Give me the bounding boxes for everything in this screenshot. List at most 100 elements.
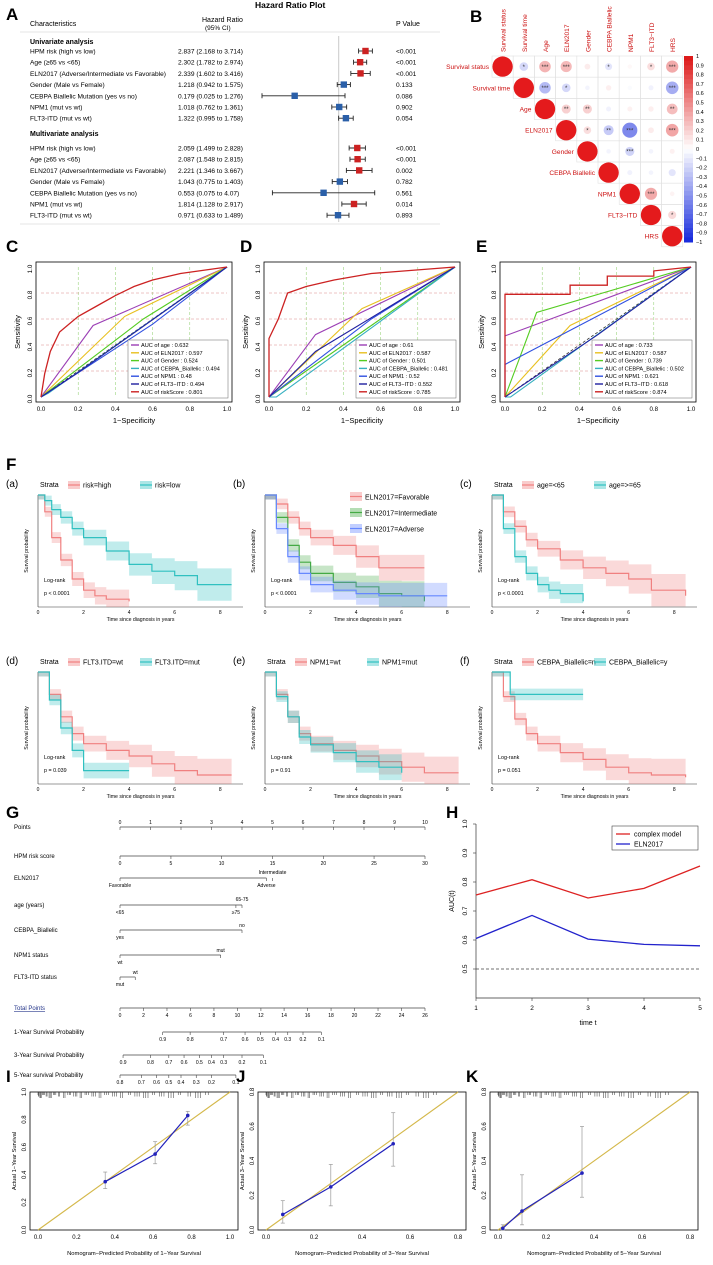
corr-legend-step	[684, 97, 693, 103]
roc-xtick: 1.0	[451, 406, 460, 413]
km-panel-tag: (d)	[6, 656, 18, 667]
km-ylabel: Survival probability	[24, 706, 30, 750]
forest-row-hr: 2.221 (1.346 to 3.667)	[178, 168, 243, 175]
forest-row-hr: 1.018 (0.762 to 1.361)	[178, 105, 243, 112]
nomogram-row-label: HPM risk score	[14, 854, 55, 860]
forest-row-p: 0.002	[396, 168, 413, 175]
nomogram-tick-label: 0.2	[300, 1037, 307, 1043]
km-xtick: 6	[173, 610, 176, 616]
corr-col-label: ELN2017	[564, 24, 571, 52]
corr-legend-step	[684, 181, 693, 187]
corr-row-label: Age	[520, 107, 532, 114]
auc-xtick: 1	[474, 1005, 478, 1012]
nomogram-tick-label: 0.1	[260, 1060, 267, 1066]
km-xtick: 4	[582, 787, 585, 793]
km-pvalue: p < 0.0001	[271, 591, 297, 597]
nomogram-tick-label: 0.7	[220, 1037, 227, 1043]
roc-xtick: 1.0	[687, 406, 696, 413]
roc-panels: 0.00.00.20.20.40.40.60.60.80.81.01.01−Sp…	[13, 261, 697, 425]
nomogram-tick-label: 0.3	[220, 1060, 227, 1066]
forest-col-p: P Value	[396, 21, 420, 28]
cal-ytick: 0.6	[250, 1122, 256, 1131]
corr-circle	[648, 170, 654, 175]
nomogram-tick-label: 25	[371, 861, 377, 867]
nomogram-tick-label: yes	[116, 935, 124, 941]
corr-legend-step	[684, 237, 693, 243]
nomogram-row-label: FLT3-ITD status	[14, 975, 57, 981]
corr-circle	[665, 81, 679, 95]
corr-legend-tick: −0.1	[696, 156, 707, 162]
auc-ytick: 1.0	[462, 819, 469, 828]
km-curve	[265, 494, 425, 569]
km-strata-title: Strata	[40, 659, 59, 666]
km-curve	[492, 494, 584, 602]
nomogram-tick-label: 4	[241, 820, 244, 826]
forest-row-p: <0.001	[396, 71, 417, 78]
forest-point	[334, 212, 342, 219]
forest-point	[354, 156, 361, 163]
corr-circle	[561, 104, 571, 114]
nomogram-tick-label: 0.7	[165, 1060, 172, 1066]
roc-xtick: 0.4	[339, 406, 348, 413]
roc-legend-label: AUC of FLT3−ITD : 0.552	[369, 382, 432, 388]
km-xtick: 8	[219, 787, 222, 793]
cal-frame	[489, 1091, 699, 1231]
km-legend-label: age=<65	[537, 483, 565, 490]
roc-curve	[504, 266, 692, 398]
roc-xtick: 0.0	[37, 406, 46, 413]
forest-col-characteristics: Characteristics	[30, 21, 77, 28]
roc-xlabel: 1−Specificity	[341, 416, 384, 425]
corr-circle	[669, 148, 675, 154]
corr-legend-tick: 0.7	[696, 82, 704, 88]
km-legend-label: age=>=65	[609, 483, 641, 490]
km-ci-band	[38, 672, 232, 784]
corr-circle	[539, 60, 551, 73]
km-logrank: Log-rank	[271, 578, 293, 584]
auc-series-line	[475, 914, 701, 947]
roc-legend-label: AUC of NPM1 : 0.48	[141, 374, 192, 380]
km-pvalue: p = 0.91	[271, 768, 291, 774]
corr-sig: *	[607, 65, 610, 71]
cal-xtick: 0.0	[34, 1235, 43, 1241]
roc-xlabel: 1−Specificity	[113, 416, 156, 425]
km-legend-label: FLT3.ITD=wt	[83, 660, 123, 667]
corr-legend-step	[684, 102, 693, 108]
cal-xtick: 0.2	[542, 1235, 551, 1241]
corr-legend-tick: −0.2	[696, 166, 707, 172]
cal-point	[391, 1141, 396, 1146]
km-xtick: 2	[82, 610, 85, 616]
nomogram-tick-label: 0.8	[187, 1037, 194, 1043]
panel-label-K: K	[466, 1067, 479, 1086]
nomogram-tick-label: 10	[422, 820, 428, 826]
cal-xtick: 0.4	[358, 1235, 367, 1241]
roc-legend-label: AUC of riskScore : 0.801	[141, 390, 203, 396]
km-curve	[38, 494, 232, 586]
cal-ytick: 0.2	[482, 1191, 488, 1200]
forest-row-hr: 0.971 (0.633 to 1.489)	[178, 213, 243, 220]
corr-sig: *	[523, 65, 526, 71]
forest-row-label: CEBPA Biallelic Mutation (yes vs no)	[30, 93, 137, 100]
roc-ytick: 0.2	[255, 368, 262, 377]
cal-xlabel: Nomogram−Predicted Probability of 1−Year…	[67, 1251, 201, 1257]
roc-xtick: 0.6	[376, 406, 385, 413]
roc-curve	[504, 266, 692, 397]
km-xtick: 2	[82, 787, 85, 793]
corr-row-label: HRS	[645, 234, 660, 241]
nomogram-tick-label: 4	[166, 1013, 169, 1019]
forest-row-p: <0.001	[396, 146, 417, 153]
roc-xtick: 0.0	[265, 406, 274, 413]
nomogram-tick-label: Adverse	[257, 883, 276, 889]
corr-col-label: CEBPA Biallelic	[607, 6, 614, 52]
forest-row-label: FLT3-ITD (mut vs wt)	[30, 213, 92, 220]
km-xtick: 0	[264, 610, 267, 616]
corr-legend-tick: 0	[696, 147, 699, 153]
forest-row-label: NPM1 (mut vs wt)	[30, 105, 82, 112]
corr-col-label: HRS	[670, 37, 677, 52]
roc-diagonal	[504, 266, 692, 398]
km-ci-band	[265, 672, 459, 784]
forest-row-hr: 2.059 (1.499 to 2.828)	[178, 146, 243, 153]
roc-legend-label: AUC of FLT3−ITD : 0.618	[605, 382, 668, 388]
km-xtick: 8	[446, 787, 449, 793]
corr-diag-circle	[513, 77, 534, 98]
forest-point	[354, 144, 361, 152]
